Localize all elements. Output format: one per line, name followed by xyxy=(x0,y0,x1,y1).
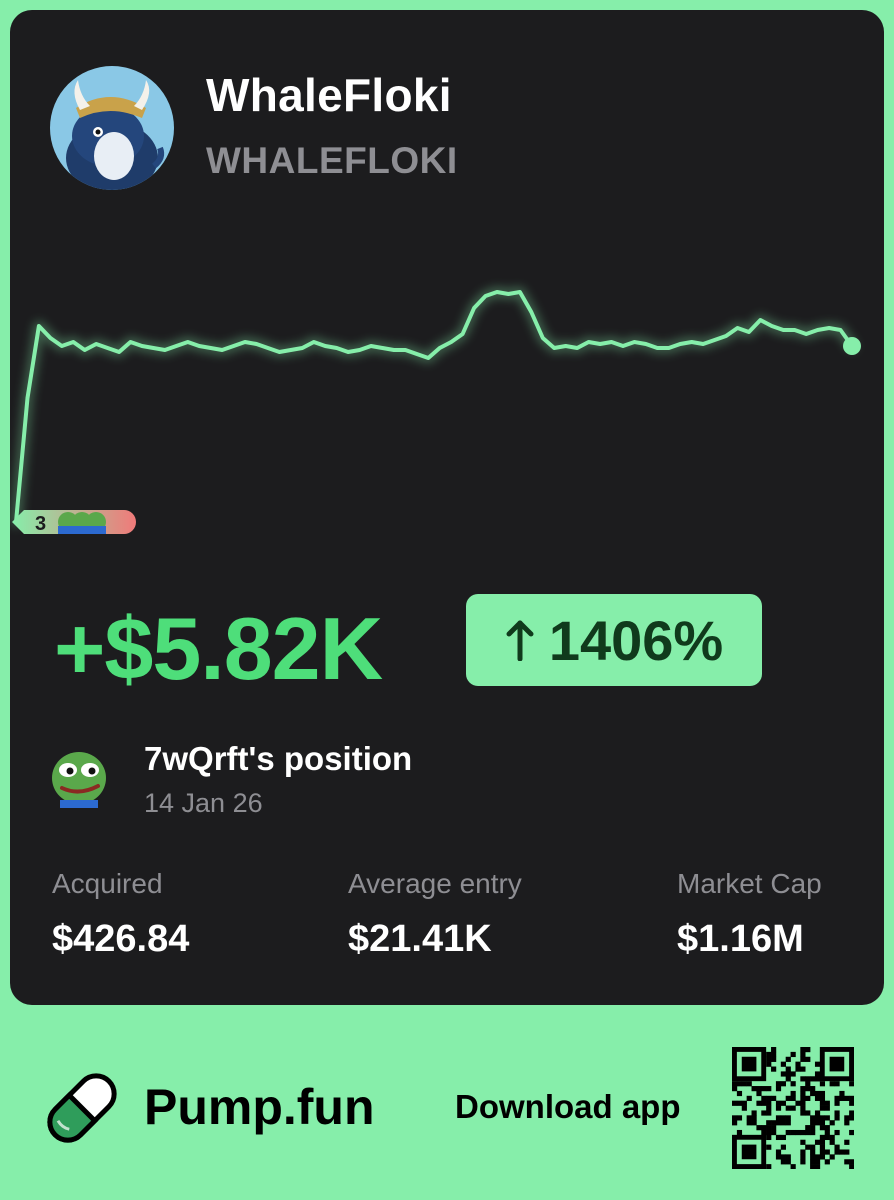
stat-value: $21.41K xyxy=(348,918,492,960)
token-avatar xyxy=(50,66,174,190)
percent-change-value: 1406% xyxy=(548,608,724,672)
price-line-end-dot xyxy=(843,337,861,355)
pnl-card: WhaleFloki WHALEFLOKI 3 +$5.82K xyxy=(10,10,884,1005)
percent-change-badge: 1406% xyxy=(466,594,762,686)
pepe-avatar xyxy=(50,748,108,808)
token-name: WhaleFloki xyxy=(206,69,452,121)
stat-value: $426.84 xyxy=(52,918,190,960)
stat-average-entry: Average entry $21.41K xyxy=(348,868,522,961)
stat-market-cap: Market Cap $1.16M xyxy=(677,868,822,961)
arrow-up-icon xyxy=(505,619,535,661)
position-date: 14 Jan 26 xyxy=(144,788,263,818)
token-ticker: WHALEFLOKI xyxy=(206,140,458,181)
pill-icon xyxy=(40,1066,124,1150)
stat-label: Market Cap xyxy=(677,868,822,899)
stat-label: Average entry xyxy=(348,868,522,899)
trader-avatars xyxy=(58,512,106,534)
profit-amount: +$5.82K xyxy=(54,599,383,698)
price-line-glow xyxy=(11,287,857,527)
trader-marker-count: 3 xyxy=(35,513,46,535)
position-title: 7wQrft's position xyxy=(144,740,413,777)
download-app-link[interactable]: Download app xyxy=(455,1088,681,1125)
qr-code[interactable] xyxy=(732,1047,854,1169)
stat-value: $1.16M xyxy=(677,918,804,960)
stat-label: Acquired xyxy=(52,868,163,899)
trader-marker[interactable]: 3 xyxy=(12,510,136,535)
price-line xyxy=(14,290,854,524)
price-chart: 3 xyxy=(11,287,861,535)
stat-acquired: Acquired $426.84 xyxy=(52,868,189,961)
brand-name[interactable]: Pump.fun xyxy=(144,1079,375,1135)
